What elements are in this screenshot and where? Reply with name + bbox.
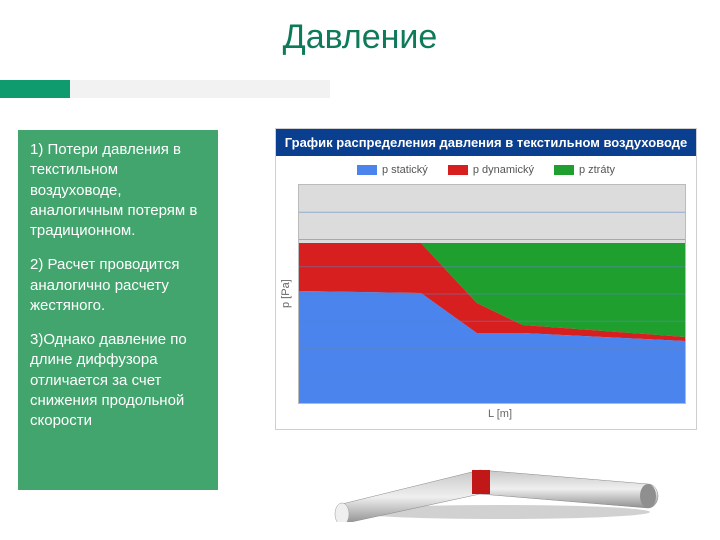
chart-panel: График распределения давления в текстиль… (275, 128, 697, 430)
legend-item: p statický (357, 164, 428, 176)
legend-swatch (448, 165, 468, 175)
chart-plot (298, 184, 686, 404)
sidebar-p1: 1) Потери давления в текстильном воздухо… (30, 140, 206, 241)
legend-item: p dynamický (448, 164, 534, 176)
legend-label: p ztráty (579, 164, 615, 176)
accent-bar (0, 80, 330, 98)
sidebar: 1) Потери давления в текстильном воздухо… (18, 130, 218, 490)
sidebar-p2: 2) Расчет проводится аналогично расчету … (30, 255, 206, 316)
legend-label: p statický (382, 164, 428, 176)
legend-label: p dynamický (473, 164, 534, 176)
legend-item: p ztráty (554, 164, 615, 176)
legend-swatch (357, 165, 377, 175)
chart-ylabel: p [Pa] (276, 184, 298, 404)
chart-legend: p statický p dynamický p ztráty (276, 156, 696, 184)
page-title: Давление (0, 18, 720, 57)
sidebar-p3: 3)Однако давление по длине диффузора отл… (30, 330, 206, 431)
chart-xlabel: L [m] (276, 404, 696, 420)
legend-swatch (554, 165, 574, 175)
chart-header: График распределения давления в текстиль… (276, 129, 696, 156)
duct-illustration (330, 432, 660, 522)
